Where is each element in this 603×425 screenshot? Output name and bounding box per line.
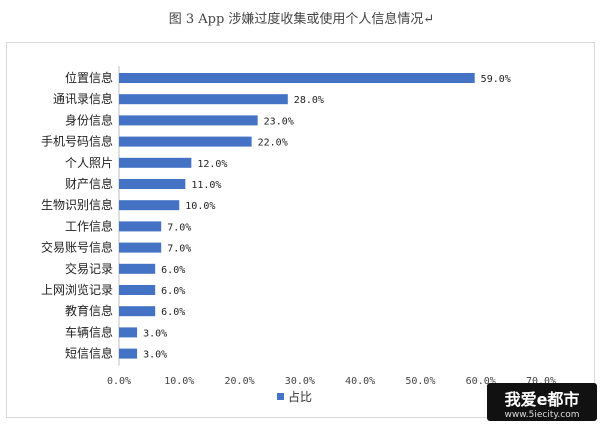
bar [119, 221, 162, 232]
bar [119, 94, 288, 105]
value-label: 6.0% [161, 286, 185, 297]
value-label: 7.0% [167, 222, 191, 233]
value-label: 11.0% [191, 180, 221, 191]
category-label: 身份信息 [65, 112, 113, 127]
value-label: 3.0% [143, 328, 167, 339]
legend-label: 占比 [288, 389, 312, 404]
bar [119, 115, 258, 126]
bar [119, 285, 156, 295]
bar [119, 306, 156, 317]
bar [119, 136, 252, 147]
bar-chart: 位置信息 59.0% 通讯录信息 28.0% 身份信息 23.0% 手机号码信息 22.0% 个… [41, 66, 556, 404]
value-label: 12.0% [197, 159, 227, 170]
value-label: 6.0% [161, 307, 185, 318]
category-label: 车辆信息 [65, 324, 113, 339]
category-label: 手机号码信息 [41, 134, 113, 149]
bar [119, 200, 180, 211]
category-label: 个人照片 [65, 156, 113, 170]
category-label: 教育信息 [65, 303, 113, 318]
category-label: 交易记录 [65, 261, 113, 276]
category-label: 位置信息 [65, 70, 113, 85]
x-tick-label: 10.0% [164, 376, 194, 387]
figure-caption: 图 3 App 涉嫌过度收集或使用个人信息情况↵ [168, 12, 435, 27]
value-label: 59.0% [481, 74, 511, 85]
value-label: 10.0% [185, 201, 215, 212]
category-label: 上网浏览记录 [41, 282, 113, 297]
category-label: 工作信息 [65, 218, 113, 233]
site-watermark-logo: 我爱e都市 www.5iecity.com [487, 383, 597, 421]
bar [119, 327, 138, 338]
bar [119, 157, 192, 168]
legend-swatch [277, 393, 284, 400]
category-label: 通讯录信息 [53, 91, 113, 106]
category-label: 交易账号信息 [41, 240, 113, 255]
value-label: 7.0% [167, 244, 191, 255]
value-label: 6.0% [161, 265, 185, 276]
value-label: 28.0% [294, 95, 324, 106]
category-label: 财产信息 [65, 176, 113, 191]
x-tick-label: 30.0% [285, 376, 315, 387]
watermark-main: 我爱e都市 [504, 390, 580, 409]
bar [119, 348, 138, 359]
watermark-sub: www.5iecity.com [504, 410, 580, 420]
value-label: 3.0% [143, 350, 167, 361]
x-tick-label: 60.0% [466, 376, 496, 387]
x-tick-label: 40.0% [345, 376, 375, 387]
bar [119, 73, 475, 83]
category-label: 生物识别信息 [41, 197, 113, 212]
x-tick-label: 50.0% [405, 376, 435, 387]
bar [119, 263, 156, 274]
bar [119, 179, 186, 189]
x-tick-label: 20.0% [225, 376, 255, 387]
chart-frame: 位置信息 59.0% 通讯录信息 28.0% 身份信息 23.0% 手机号码信息 22.0% 个… [6, 42, 595, 418]
x-tick-label: 70.0% [526, 376, 556, 387]
value-label: 23.0% [264, 116, 294, 127]
bar [119, 242, 162, 253]
value-label: 22.0% [258, 138, 288, 149]
x-tick-label: 0.0% [107, 376, 131, 387]
category-label: 短信信息 [65, 346, 113, 361]
